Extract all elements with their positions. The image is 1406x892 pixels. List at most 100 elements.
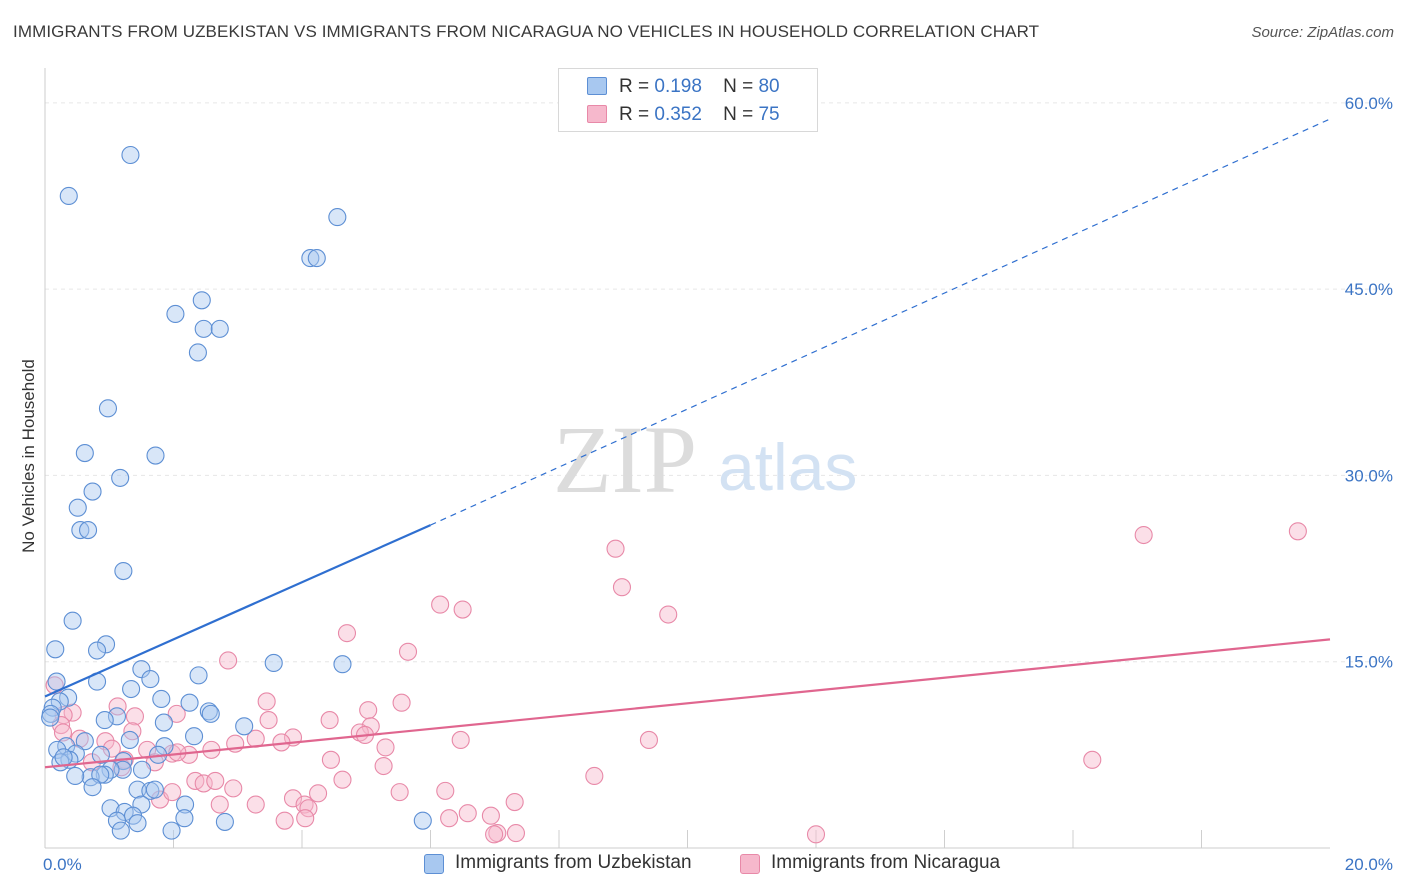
uzbekistan-point-43 bbox=[235, 717, 254, 736]
nicaragua-point-22 bbox=[125, 707, 144, 726]
legend-swatch-nicaragua bbox=[587, 105, 607, 123]
trend-lines bbox=[44, 118, 1331, 769]
uzbekistan-point-14 bbox=[83, 482, 102, 501]
nicaragua-point-46 bbox=[374, 756, 393, 776]
uzbekistan-point-19 bbox=[63, 611, 82, 630]
nicaragua-point-45 bbox=[1083, 750, 1102, 769]
uzbekistan-point-30 bbox=[122, 679, 141, 699]
uzbekistan-point-57 bbox=[132, 760, 152, 779]
nicaragua-point-1 bbox=[1288, 522, 1307, 541]
uzbekistan-point-18 bbox=[114, 561, 133, 581]
nicaragua-point-18 bbox=[52, 715, 71, 735]
nicaragua-point-68 bbox=[440, 809, 459, 828]
legend-row-nicaragua: R = 0.352 N = 75 bbox=[619, 104, 780, 126]
legend-r-label: R = bbox=[619, 76, 650, 97]
nicaragua-point-25 bbox=[53, 723, 73, 742]
series-legend-label-nicaragua: Immigrants from Nicaragua bbox=[771, 852, 1001, 873]
nicaragua-point-64 bbox=[299, 799, 318, 818]
watermark-atlas: atlas bbox=[718, 430, 857, 504]
uzbekistan-point-13 bbox=[111, 468, 130, 487]
y-tick-label-1: 30.0% bbox=[1345, 466, 1393, 485]
uzbekistan-point-1 bbox=[59, 186, 78, 206]
nicaragua-point-49 bbox=[585, 766, 604, 786]
uzbekistan-point-67 bbox=[145, 780, 164, 799]
uzbekistan-point-32 bbox=[50, 692, 69, 711]
uzbekistan-point-11 bbox=[75, 444, 94, 463]
nicaragua-point-73 bbox=[506, 824, 526, 843]
nicaragua-point-32 bbox=[639, 730, 659, 750]
nicaragua-point-35 bbox=[376, 738, 395, 757]
uzbekistan-point-22 bbox=[46, 640, 65, 659]
legend-row-uzbekistan: R = 0.198 N = 80 bbox=[619, 76, 780, 98]
nicaragua-point-8 bbox=[398, 642, 418, 661]
uzbekistan-point-25 bbox=[132, 660, 151, 679]
uzbekistan-point-77 bbox=[413, 811, 432, 830]
x-tick-label-1: 20.0% bbox=[1345, 855, 1393, 874]
uzbekistan-point-3 bbox=[301, 249, 320, 268]
uzbekistan-point-38 bbox=[199, 702, 218, 721]
legend-n-label: N = bbox=[723, 76, 754, 97]
legend-r-value-uzbekistan: 0.198 bbox=[654, 76, 702, 97]
nicaragua-point-53 bbox=[206, 771, 225, 790]
uzbekistan-point-21 bbox=[87, 641, 107, 660]
nicaragua-point-3 bbox=[612, 578, 632, 597]
nicaragua-point-6 bbox=[659, 605, 678, 624]
nicaragua-point-31 bbox=[451, 730, 470, 750]
nicaragua-point-0 bbox=[1134, 525, 1153, 545]
uzbekistan-point-63 bbox=[66, 766, 85, 786]
nicaragua-point-67 bbox=[296, 809, 315, 828]
uzbekistan-point-4 bbox=[307, 249, 326, 268]
source-credit: Source: ZipAtlas.com bbox=[1251, 24, 1394, 41]
uzbekistan-point-6 bbox=[166, 304, 185, 324]
uzbekistan-point-23 bbox=[264, 653, 283, 673]
uzbekistan-point-8 bbox=[210, 319, 229, 338]
uzbekistan-point-56 bbox=[54, 748, 73, 767]
uzbekistan-point-10 bbox=[98, 399, 118, 418]
uzbekistan-point-24 bbox=[333, 655, 352, 674]
uzbekistan-point-73 bbox=[175, 809, 194, 828]
nicaragua-point-62 bbox=[246, 795, 265, 814]
legend-r-value-nicaragua: 0.352 bbox=[654, 104, 702, 125]
uzbekistan-point-76 bbox=[215, 812, 234, 831]
nicaragua-point-70 bbox=[806, 825, 826, 844]
uzbekistan-point-34 bbox=[180, 693, 199, 712]
uzbekistan-point-15 bbox=[68, 498, 87, 517]
nicaragua-point-17 bbox=[167, 704, 186, 723]
legend-n-value-nicaragua: 75 bbox=[758, 104, 780, 125]
watermark-zip: ZIP bbox=[553, 406, 697, 513]
y-tick-label-2: 45.0% bbox=[1345, 280, 1393, 299]
axes bbox=[44, 68, 1330, 849]
nicaragua-point-14 bbox=[108, 697, 127, 716]
uzbekistan-point-16 bbox=[71, 521, 90, 540]
series-legend: Immigrants from Uzbekistan Immigrants fr… bbox=[0, 852, 1406, 878]
uzbekistan-point-7 bbox=[194, 319, 213, 338]
series-legend-swatch-nicaragua bbox=[740, 854, 760, 874]
nicaragua-point-54 bbox=[224, 779, 243, 798]
uzbekistan-point-39 bbox=[201, 704, 220, 723]
uzbekistan-point-79 bbox=[162, 821, 181, 840]
nicaragua-point-5 bbox=[453, 600, 472, 619]
series-legend-label-uzbekistan: Immigrants from Uzbekistan bbox=[455, 852, 692, 873]
uzbekistan-point-60 bbox=[95, 765, 114, 784]
uzbekistan-point-26 bbox=[189, 666, 208, 685]
y-tick-label-3: 60.0% bbox=[1345, 94, 1393, 113]
nicaragua-point-12 bbox=[392, 693, 411, 712]
nicaragua-point-9 bbox=[219, 651, 238, 670]
uzbekistan-point-28 bbox=[47, 672, 66, 691]
nicaragua-point-19 bbox=[259, 711, 278, 730]
legend-n-value-uzbekistan: 80 bbox=[758, 76, 780, 97]
y-axis-title: No Vehicles in Household bbox=[19, 359, 38, 553]
series-legend-swatch-uzbekistan bbox=[424, 854, 444, 874]
nicaragua-point-13 bbox=[359, 701, 378, 720]
uzbekistan-point-9 bbox=[188, 343, 207, 362]
tick-labels: 15.0% 30.0% 45.0% 60.0% 0.0% 20.0% bbox=[43, 94, 1393, 874]
uzbekistan-trend-line bbox=[44, 524, 431, 698]
uzbekistan-point-64 bbox=[83, 778, 102, 797]
nicaragua-point-2 bbox=[606, 539, 625, 558]
x-tick-label-0: 0.0% bbox=[43, 855, 82, 874]
correlation-legend: R = 0.198 N = 80 R = 0.352 N = 75 bbox=[558, 68, 818, 132]
uzbekistan-point-37 bbox=[41, 708, 60, 727]
nicaragua-point-7 bbox=[337, 624, 357, 643]
nicaragua-point-63 bbox=[210, 795, 229, 814]
